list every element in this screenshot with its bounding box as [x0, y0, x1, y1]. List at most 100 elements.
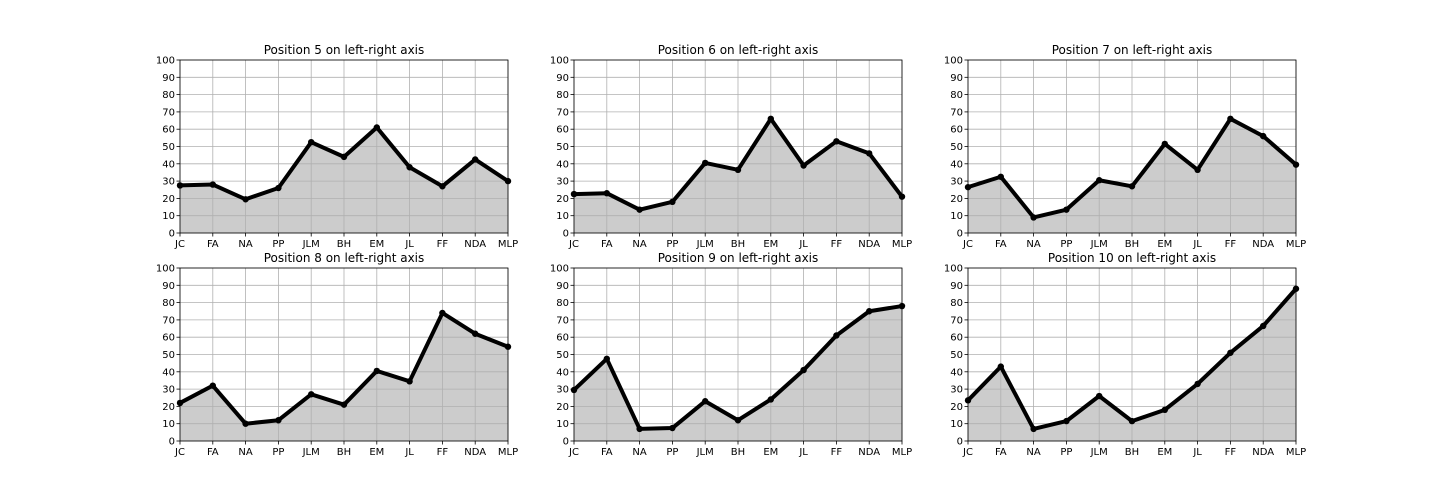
y-tick-label: 70	[950, 315, 963, 326]
x-tick-label: MLP	[498, 239, 518, 250]
data-point	[1227, 349, 1234, 356]
data-point	[833, 138, 840, 145]
data-point	[472, 330, 479, 337]
y-tick-label: 60	[162, 125, 175, 136]
x-tick-label: FF	[437, 447, 449, 458]
y-tick-label: 50	[556, 350, 569, 361]
y-tick-label: 50	[950, 142, 963, 153]
y-tick-label: 0	[957, 229, 963, 240]
x-tick-label: BH	[1125, 239, 1139, 250]
x-tick-label: BH	[731, 447, 745, 458]
y-tick-label: 40	[556, 367, 569, 378]
y-tick-label: 50	[162, 142, 175, 153]
x-tick-label: FA	[207, 239, 219, 250]
y-tick-label: 0	[563, 229, 569, 240]
y-tick-label: 30	[950, 385, 963, 396]
data-point	[734, 417, 742, 424]
y-tick-label: 90	[950, 281, 963, 292]
x-tick-label: BH	[1125, 447, 1139, 458]
y-tick-label: 100	[156, 264, 175, 275]
area-fill	[968, 288, 1296, 441]
y-tick-label: 80	[162, 90, 175, 101]
area-fill	[574, 306, 902, 441]
data-point	[997, 173, 1004, 180]
x-tick-label: JC	[962, 447, 973, 458]
x-tick-label: NA	[632, 239, 646, 250]
x-tick-label: JC	[568, 239, 579, 250]
y-tick-label: 60	[950, 333, 963, 344]
x-tick-label: PP	[1060, 447, 1072, 458]
y-tick-label: 10	[556, 419, 569, 430]
y-tick-label: 0	[169, 437, 175, 448]
data-point	[636, 206, 643, 213]
y-tick-label: 10	[162, 419, 175, 430]
x-tick-label: MLP	[892, 239, 912, 250]
data-point	[997, 363, 1004, 370]
data-point	[209, 181, 216, 188]
data-point	[176, 399, 184, 407]
y-tick-label: 90	[556, 281, 569, 292]
data-point	[669, 424, 676, 432]
data-point	[570, 386, 578, 394]
data-point	[1030, 425, 1037, 433]
y-tick-label: 40	[950, 367, 963, 378]
data-point	[373, 367, 380, 375]
data-point	[1096, 392, 1103, 400]
y-tick-label: 20	[556, 402, 569, 413]
x-tick-label: FF	[831, 239, 843, 250]
chart-title: Position 6 on left-right axis	[658, 43, 819, 57]
data-point	[1227, 115, 1234, 123]
x-tick-label: NDA	[464, 447, 486, 458]
y-tick-label: 40	[556, 159, 569, 170]
y-tick-label: 0	[563, 437, 569, 448]
x-tick-label: NA	[238, 447, 252, 458]
x-tick-label: EM	[1157, 239, 1172, 250]
y-tick-label: 60	[162, 333, 175, 344]
data-point	[833, 332, 840, 339]
y-tick-label: 100	[944, 264, 963, 275]
chart-panel-5: 0 10 20 30 40 50 60 70 80 90 100 JC FA NA PP JLM BH EM JL F…	[550, 251, 912, 458]
y-tick-label: 0	[169, 229, 175, 240]
x-tick-label: EM	[763, 239, 778, 250]
data-point	[636, 425, 643, 433]
y-tick-label: 100	[550, 264, 569, 275]
data-point	[1194, 166, 1201, 174]
data-point	[603, 355, 610, 363]
data-point	[1063, 206, 1070, 213]
y-tick-label: 30	[556, 177, 569, 188]
x-tick-label: NDA	[858, 447, 880, 458]
y-tick-label: 50	[162, 350, 175, 361]
data-point	[964, 183, 972, 191]
data-point	[1063, 417, 1070, 425]
y-tick-label: 20	[162, 402, 175, 413]
data-point	[275, 417, 282, 424]
x-tick-label: FF	[831, 447, 843, 458]
y-tick-label: 100	[944, 56, 963, 67]
data-point	[373, 124, 380, 131]
chart-title: Position 9 on left-right axis	[658, 251, 819, 265]
y-tick-label: 80	[556, 298, 569, 309]
y-tick-label: 70	[162, 315, 175, 326]
y-tick-label: 60	[556, 333, 569, 344]
x-tick-label: FA	[995, 447, 1007, 458]
x-tick-label: NA	[632, 447, 646, 458]
data-point	[767, 396, 774, 403]
data-point	[308, 138, 315, 146]
x-tick-label: FF	[437, 239, 449, 250]
x-tick-label: NA	[238, 239, 252, 250]
data-point	[1128, 183, 1136, 190]
data-point	[734, 166, 742, 174]
data-point	[504, 343, 512, 350]
x-tick-label: MLP	[1286, 447, 1306, 458]
chart-panel-3: 0 10 20 30 40 50 60 70 80 90 100 JC FA NA PP JLM BH EM JL F…	[944, 43, 1306, 250]
x-tick-label: JLM	[696, 447, 714, 458]
x-tick-label: JL	[798, 239, 808, 250]
y-tick-label: 60	[950, 125, 963, 136]
x-tick-label: JLM	[696, 239, 714, 250]
x-tick-label: MLP	[1286, 239, 1306, 250]
x-tick-label: JL	[1192, 239, 1202, 250]
x-tick-label: EM	[369, 447, 384, 458]
y-tick-label: 70	[556, 107, 569, 118]
y-tick-label: 50	[950, 350, 963, 361]
x-tick-label: JC	[174, 447, 185, 458]
